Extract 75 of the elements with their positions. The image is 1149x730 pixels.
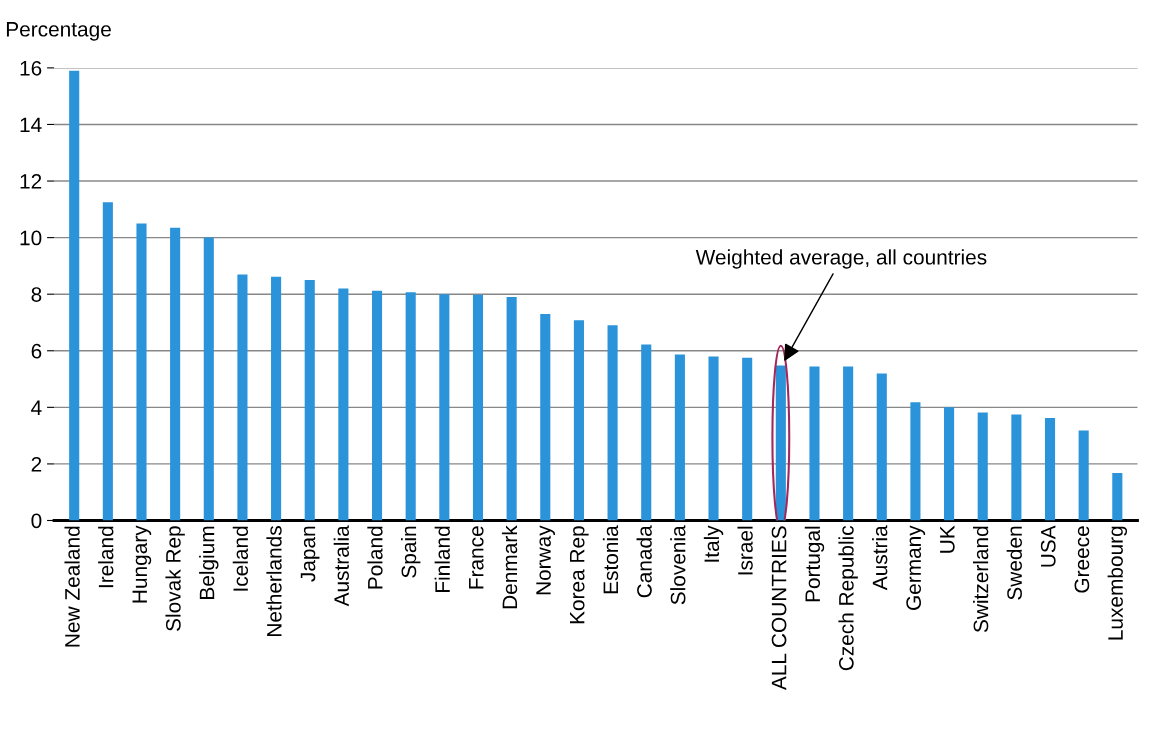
x-tick-label: France [469, 526, 484, 589]
bar [977, 412, 988, 521]
bar [708, 356, 719, 521]
y-tick-label: 12 [20, 174, 42, 189]
x-tick-label: Germany [906, 525, 926, 610]
bar [607, 325, 618, 521]
y-tick-label: 10 [20, 230, 42, 246]
x-tick-label: Slovenia [670, 525, 686, 605]
x-tick-label: Australia [333, 525, 349, 607]
y-tick-label: 16 [20, 60, 42, 76]
x-tick-label: Korea Rep [569, 526, 589, 624]
bar [506, 297, 517, 521]
x-tick-label: Luxembourg [1107, 526, 1128, 640]
y-axis-title: Percentage [6, 22, 111, 41]
bar [1112, 472, 1123, 521]
x-tick-label: Greece [1074, 526, 1090, 593]
x-tick-label: Japan [300, 526, 320, 582]
y-tick-label: 6 [31, 343, 42, 359]
x-tick-label: USA [1040, 525, 1056, 567]
y-tick-label: 2 [31, 456, 42, 472]
bar [439, 294, 450, 521]
bar [102, 202, 113, 521]
annotation: Weighted average, all countries [695, 249, 987, 269]
x-tick-label: Spain [400, 526, 421, 578]
x-tick-label: Austria [872, 525, 888, 591]
x-tick-label: Hungary [132, 525, 152, 603]
x-tick-label: Norway [536, 525, 555, 595]
bar [271, 276, 282, 521]
bar [472, 294, 484, 521]
x-tick-label: Netherlands [266, 526, 282, 636]
x-tick-label: Denmark [501, 525, 518, 609]
bar [573, 320, 584, 521]
y-tick-label: 14 [20, 117, 42, 133]
x-tick-label: Poland [367, 526, 383, 589]
bar [1078, 430, 1089, 521]
bar [809, 366, 820, 521]
y-tick-label: 0 [31, 513, 42, 529]
x-tick-label: Switzerland [973, 526, 989, 633]
y-tick-label: 8 [31, 287, 42, 302]
x-tick-label: ALL COUNTRIES [771, 526, 787, 691]
bar [843, 366, 854, 521]
x-tick-label: Ireland [98, 526, 114, 588]
x-tick-label: Sweden [1006, 526, 1022, 600]
bar [540, 313, 551, 521]
x-tick-label: UK [940, 525, 955, 553]
bar [944, 407, 955, 521]
bar [641, 344, 652, 521]
x-tick-label: Italy [703, 525, 724, 562]
bar [1011, 414, 1022, 521]
bar [203, 237, 214, 521]
bar [775, 365, 786, 521]
bar [910, 402, 921, 521]
x-tick-label: Estonia [602, 525, 619, 594]
bar [170, 227, 181, 521]
bar [405, 292, 416, 521]
x-tick-label: Portugal [804, 526, 825, 602]
x-tick-label: Iceland [232, 526, 249, 591]
bar [876, 373, 887, 521]
x-tick-label: Belgium [199, 526, 219, 599]
bar [371, 290, 383, 521]
x-tick-label: Czech Republic [838, 525, 858, 671]
x-tick-label: Finland [434, 526, 450, 592]
x-tick-label: Slovak Rep [165, 526, 185, 631]
bar [338, 288, 349, 521]
x-tick-label: New Zealand [64, 526, 80, 647]
bar [1044, 418, 1056, 521]
bar [304, 280, 315, 521]
bar [742, 357, 753, 521]
y-tick-label: 4 [31, 400, 42, 415]
bar [136, 223, 147, 521]
x-tick-label: Israel [737, 526, 753, 575]
bar [237, 274, 248, 521]
bar [674, 354, 685, 521]
bar [69, 70, 80, 521]
x-tick-label: Canada [636, 525, 652, 598]
